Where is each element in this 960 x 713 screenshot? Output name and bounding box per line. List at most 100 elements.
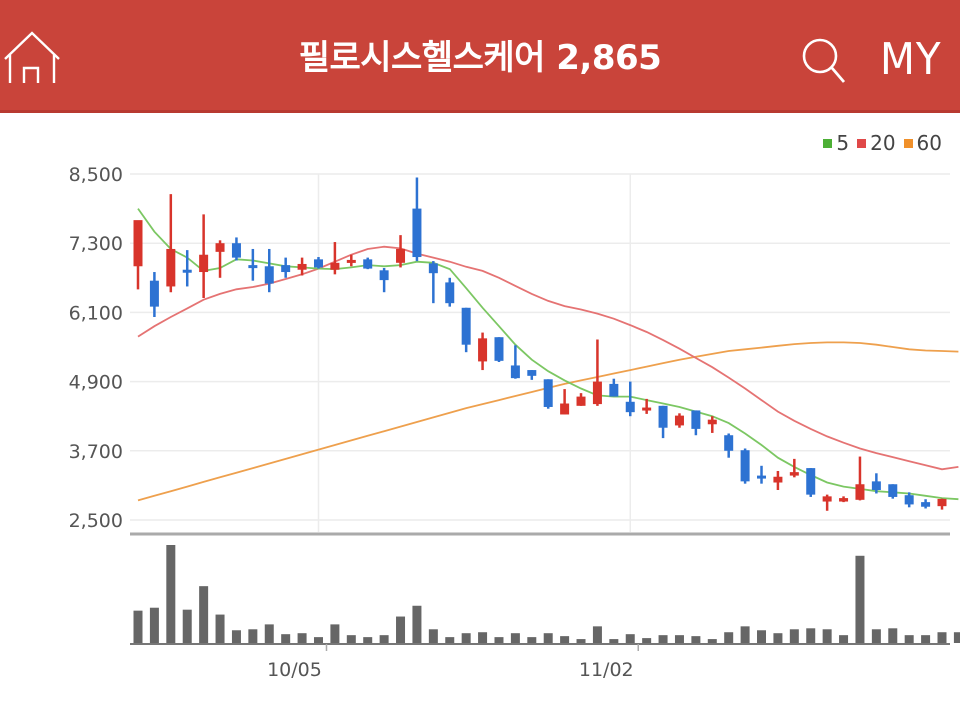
volume-bar (412, 605, 422, 643)
candle-body (363, 259, 373, 269)
candle-body (674, 415, 684, 426)
volume-bar (149, 607, 159, 643)
home-button[interactable] (0, 28, 66, 88)
volume-bar (953, 632, 960, 643)
legend-ma20: 20 (857, 131, 896, 155)
volume-bar (297, 633, 307, 643)
grid-lines (130, 173, 950, 532)
legend-swatch-ma20 (857, 138, 867, 148)
x-tick-label: 11/02 (579, 659, 634, 681)
candle-body (560, 403, 570, 415)
volume-bar (166, 545, 176, 643)
y-tick-label: 6,100 (69, 302, 123, 324)
volume-bar (346, 635, 356, 643)
candle-body (921, 502, 931, 507)
candle-body (527, 370, 537, 376)
candle-body (658, 405, 668, 428)
volume-bar (133, 610, 143, 643)
volume-bar (363, 637, 373, 643)
candle-body (888, 484, 898, 497)
volume-bar (264, 624, 274, 643)
volume-bar (248, 629, 258, 643)
candle-body (822, 496, 832, 502)
candle-body (806, 468, 816, 495)
legend-ma60: 60 (903, 131, 942, 155)
candle-body (379, 270, 389, 281)
candle-body (871, 481, 881, 491)
candle-body (428, 263, 438, 274)
volume-bar (642, 638, 652, 643)
candle-body (707, 419, 717, 425)
volume-bar (921, 635, 931, 643)
candlesticks (133, 177, 947, 511)
candle-body (231, 243, 241, 258)
volume-bar (822, 629, 832, 643)
volume-bar (773, 633, 783, 643)
volume-bar (691, 636, 701, 643)
volume-bar (330, 624, 340, 643)
candle-body (773, 476, 783, 483)
volume-bar (674, 635, 684, 643)
legend-label-ma5: 5 (836, 131, 850, 155)
volume-bar (461, 633, 471, 643)
y-tick-label: 3,700 (69, 441, 123, 463)
my-button[interactable]: MY (880, 34, 942, 85)
candle-body (642, 407, 652, 411)
candle-body (904, 495, 914, 505)
home-icon (4, 31, 60, 83)
volume-bar (527, 637, 537, 643)
volume-bar (904, 635, 914, 643)
volume-bar (396, 616, 406, 643)
volume-bar (543, 633, 553, 643)
candle-body (839, 498, 849, 502)
volume-bar (724, 632, 734, 643)
ma20-path (137, 245, 959, 471)
candle-body (264, 266, 274, 284)
candle-body (313, 259, 323, 268)
volume-bar (510, 633, 520, 643)
volume-bar (789, 629, 799, 643)
legend-label-ma20: 20 (870, 131, 896, 155)
y-tick-label: 4,900 (69, 372, 123, 394)
volume-bar (937, 632, 947, 643)
candle-body (215, 243, 225, 252)
search-button[interactable] (796, 34, 852, 86)
candle-body (149, 280, 159, 307)
volume-bar (757, 630, 767, 643)
ma60-path (137, 341, 959, 502)
legend-label-ma60: 60 (916, 131, 942, 155)
volume-bar (560, 636, 570, 643)
legend-swatch-ma60 (903, 138, 913, 148)
volume-bar (740, 626, 750, 643)
legend-ma5: 5 (823, 131, 849, 155)
y-axis-labels: 8,500 7,300 6,100 4,900 3,700 2,500 (69, 164, 123, 532)
candle-body (789, 472, 799, 476)
candle-body (691, 410, 701, 429)
ma60-line (137, 341, 959, 502)
volume-bar (215, 614, 225, 643)
candle-body (855, 484, 865, 500)
ma5-line (137, 208, 959, 501)
volume-bar (839, 635, 849, 643)
legend-swatch-ma5 (823, 138, 833, 148)
volume-bar (231, 630, 241, 643)
candle-body (494, 337, 504, 361)
volume-bar (379, 635, 389, 643)
volume-bar (478, 632, 488, 643)
candle-body (576, 396, 586, 406)
candle-body (592, 381, 602, 405)
volume-bar (313, 637, 323, 643)
volume-bar (871, 629, 881, 643)
y-tick-label: 2,500 (69, 510, 123, 532)
volume-bar (609, 639, 619, 643)
chart-legend: 5 20 60 (823, 131, 942, 155)
volume-bar (182, 609, 192, 643)
volume-bar (428, 629, 438, 643)
x-axis-labels: 10/05 11/02 (267, 644, 639, 681)
search-icon (802, 38, 846, 83)
candle-body (199, 254, 209, 273)
candle-body (396, 248, 406, 263)
candle-body (609, 383, 619, 397)
ma5-path (137, 208, 959, 501)
